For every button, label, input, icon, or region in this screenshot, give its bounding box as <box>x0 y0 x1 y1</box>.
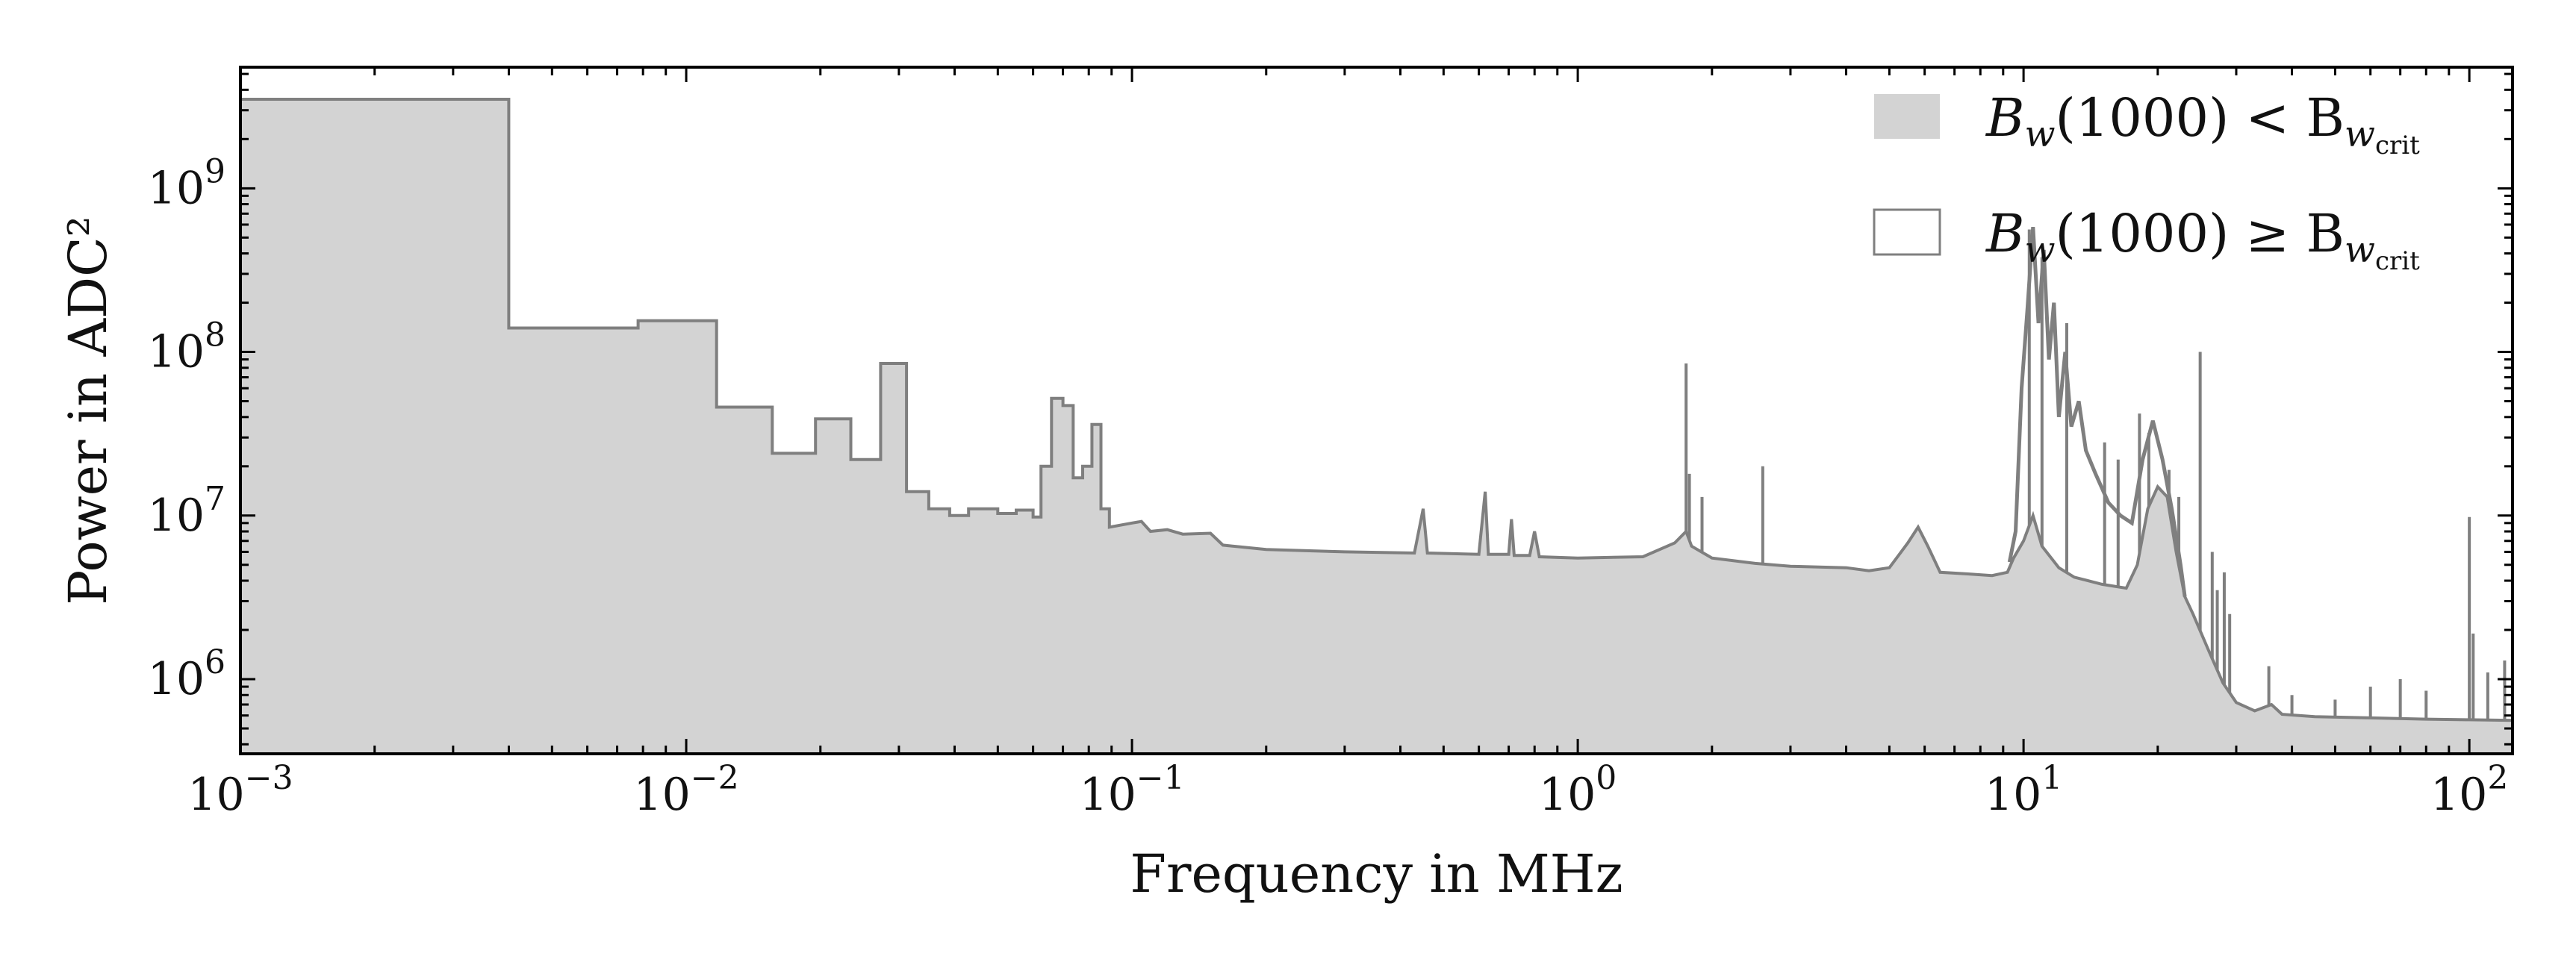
legend-entry: Bw(1000) < Bwcrit <box>1874 87 2420 160</box>
x-tick-label: 10−3 <box>187 759 293 821</box>
y-axis-ticks: 106 107 108 109 <box>148 72 2513 746</box>
legend: Bw(1000) < Bwcrit Bw(1000) ≥ Bwcrit <box>1873 87 2420 276</box>
series-fill-below-critical <box>240 99 2513 754</box>
x-axis-ticks: 10−3 10−2 10−1 100 101 102 <box>187 67 2508 821</box>
y-tick-label: 107 <box>148 480 225 542</box>
legend-label: Bw(1000) ≥ Bwcrit <box>1985 203 2420 276</box>
x-tick-label: 10−2 <box>633 759 738 821</box>
series-above-critical <box>2007 227 2187 597</box>
legend-label: Bw(1000) < Bwcrit <box>1985 87 2420 160</box>
y-tick-label: 106 <box>148 643 225 705</box>
y-axis-label: Power in ADC² <box>57 216 119 605</box>
x-axis-label: Frequency in MHz <box>1130 843 1623 905</box>
x-tick-label: 101 <box>1985 759 2062 821</box>
x-tick-label: 102 <box>2430 759 2508 821</box>
legend-swatch <box>1874 94 1940 139</box>
plot-area <box>240 98 2513 754</box>
y-tick-label: 109 <box>148 152 225 214</box>
legend-swatch <box>1873 208 1941 256</box>
x-tick-label: 10−1 <box>1079 759 1184 821</box>
series-edge-line <box>240 98 2513 722</box>
legend-entry: Bw(1000) ≥ Bwcrit <box>1873 203 2420 276</box>
axes-frame <box>239 66 2514 755</box>
x-tick-label: 100 <box>1539 759 1617 821</box>
series-above-critical-spikes <box>1684 229 2507 721</box>
y-tick-label: 108 <box>148 316 225 378</box>
